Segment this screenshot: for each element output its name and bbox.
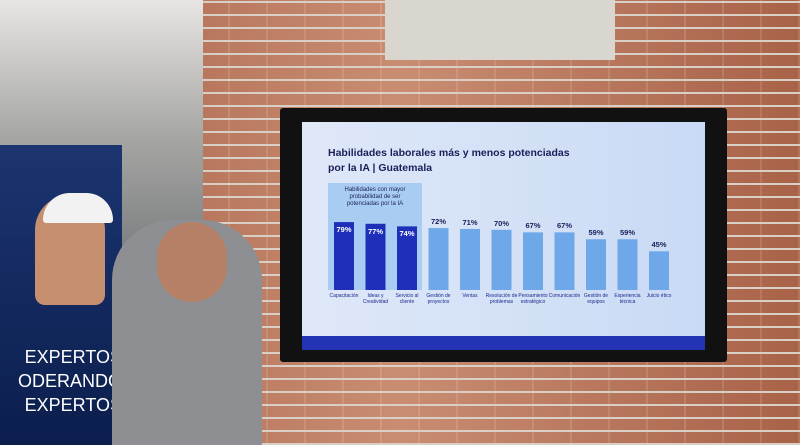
chart-title: Habilidades laborales más y menos potenc… — [328, 147, 570, 174]
bar — [334, 222, 354, 290]
presenter-head — [157, 222, 227, 302]
banner-line: EXPERTOS — [24, 395, 122, 415]
bar — [491, 229, 512, 290]
category-label: Juicio ético — [646, 293, 672, 299]
tv: Habilidades laborales más y menos potenc… — [280, 108, 727, 362]
bar — [365, 223, 386, 290]
value-label: 71% — [462, 217, 478, 227]
category-label: Ventas — [462, 293, 478, 299]
bar — [617, 239, 638, 290]
category-label: Pensamiento estratégico — [518, 293, 548, 305]
banner-text: EXPERTOS ODERANDO EXPERTOS — [0, 345, 122, 417]
value-label: 70% — [493, 218, 509, 228]
value-label: 67% — [556, 221, 572, 231]
value-label: 45% — [651, 240, 667, 250]
bar — [428, 228, 449, 290]
bar — [397, 226, 417, 290]
chart — [334, 222, 669, 290]
banner: EXPERTOS ODERANDO EXPERTOS — [0, 145, 122, 445]
category-label: Ideas y Creatividad — [362, 293, 389, 305]
banner-line: ODERANDO — [17, 371, 122, 391]
bar — [649, 251, 669, 290]
annotation: Habilidades con mayor probabilidad de se… — [344, 187, 406, 207]
ceiling-fixture — [385, 0, 615, 60]
category-label: Capacitación — [329, 293, 359, 299]
value-label: 59% — [619, 228, 635, 238]
category-label: Gestión de proyectos — [426, 293, 451, 305]
bar — [460, 228, 480, 290]
category-label: Experiencia técnica — [614, 293, 641, 305]
value-label: 67% — [525, 221, 541, 231]
helmet — [43, 193, 113, 223]
category-label: Comunicación — [548, 293, 581, 299]
category-label: Resolución de problemas — [485, 293, 518, 305]
category-label: Servicio al cliente — [395, 293, 419, 305]
value-label: 79% — [336, 225, 352, 235]
value-label: 72% — [430, 217, 446, 227]
bar — [523, 232, 543, 290]
value-label: 74% — [399, 229, 415, 239]
value-label: 77% — [367, 226, 383, 236]
banner-line: EXPERTOS — [24, 347, 122, 367]
screen-footer — [302, 336, 705, 350]
value-label: 59% — [588, 228, 604, 238]
bar — [586, 239, 606, 290]
screen: Habilidades laborales más y menos potenc… — [302, 122, 705, 350]
bar — [554, 232, 575, 290]
category-label: Gestión de equipos — [583, 293, 609, 305]
